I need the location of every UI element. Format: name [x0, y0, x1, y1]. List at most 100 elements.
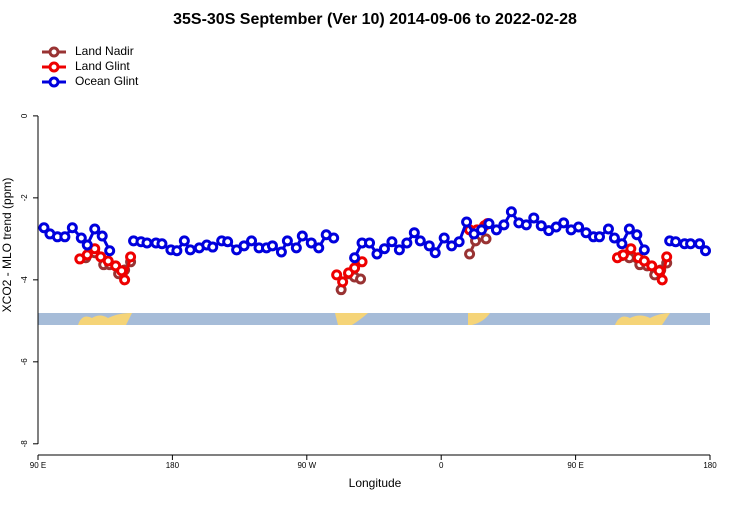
point: [638, 244, 650, 256]
map-strip: [38, 313, 710, 325]
point: [125, 251, 137, 263]
legend-label: Land Glint: [75, 59, 130, 73]
point: [281, 235, 293, 247]
x-tick-label: 90 E: [30, 461, 46, 470]
point: [528, 212, 540, 224]
point: [700, 245, 712, 257]
point: [505, 206, 517, 218]
point: [246, 235, 258, 247]
point: [96, 230, 108, 242]
point: [694, 238, 706, 250]
y-tick-label: -6: [20, 358, 29, 366]
point: [331, 269, 343, 281]
point: [141, 237, 153, 249]
legend-marker: [48, 76, 60, 88]
point: [81, 249, 93, 261]
point: [670, 236, 682, 248]
point: [378, 243, 390, 255]
point: [535, 220, 547, 232]
point: [266, 240, 278, 252]
x-tick-label: 90 W: [297, 461, 316, 470]
point: [275, 246, 287, 258]
point: [483, 218, 495, 230]
point: [171, 245, 183, 257]
point: [116, 265, 128, 277]
point: [305, 237, 317, 249]
legend-marker: [48, 46, 60, 58]
ocean-strip: [38, 313, 710, 325]
point: [408, 227, 420, 239]
land-patch: [78, 313, 132, 325]
point: [429, 247, 441, 259]
point: [638, 255, 650, 267]
y-tick-label: -4: [20, 276, 29, 284]
x-tick-label: 180: [703, 461, 717, 470]
point: [438, 232, 450, 244]
point: [59, 231, 71, 243]
point: [328, 232, 340, 244]
point: [656, 274, 668, 286]
point: [625, 243, 637, 255]
point: [498, 219, 510, 231]
x-axis-label: Longitude: [349, 476, 402, 490]
point: [593, 231, 605, 243]
point: [461, 216, 473, 228]
land-patch: [615, 313, 670, 325]
point: [207, 241, 219, 253]
point: [393, 244, 405, 256]
point: [355, 273, 367, 285]
point: [290, 242, 302, 254]
legend-label: Ocean Glint: [75, 74, 139, 88]
point: [623, 223, 635, 235]
point: [464, 248, 476, 260]
point: [349, 262, 361, 274]
point: [296, 230, 308, 242]
point: [646, 260, 658, 272]
point: [480, 233, 492, 245]
point: [573, 221, 585, 233]
point: [617, 249, 629, 261]
point: [119, 274, 131, 286]
point: [81, 239, 93, 251]
y-tick-label: 0: [20, 113, 29, 118]
y-tick-label: -8: [20, 440, 29, 448]
point: [490, 224, 502, 236]
point: [349, 252, 361, 264]
point: [616, 238, 628, 250]
point: [631, 229, 643, 241]
point: [414, 235, 426, 247]
point: [423, 240, 435, 252]
point: [222, 236, 234, 248]
x-tick-label: 0: [439, 461, 444, 470]
point: [38, 222, 50, 234]
point: [89, 223, 101, 235]
point: [453, 236, 465, 248]
point: [104, 245, 116, 257]
land-patch: [468, 313, 490, 325]
chart-title: 35S-30S September (Ver 10) 2014-09-06 to…: [173, 11, 577, 28]
legend-label: Land Nadir: [75, 44, 134, 58]
x-tick-label: 180: [166, 461, 180, 470]
legend-marker: [48, 61, 60, 73]
point: [313, 242, 325, 254]
point: [156, 238, 168, 250]
point: [66, 222, 78, 234]
point: [476, 224, 488, 236]
point: [238, 240, 250, 252]
point: [520, 219, 532, 231]
point: [184, 244, 196, 256]
series-line: [42, 208, 707, 259]
point: [608, 232, 620, 244]
y-axis-label: XCO2 - MLO trend (ppm): [0, 178, 14, 313]
point: [602, 223, 614, 235]
point: [653, 265, 665, 277]
y-tick-label: -2: [20, 194, 29, 202]
land-patch: [335, 313, 368, 325]
point: [75, 232, 87, 244]
point: [371, 248, 383, 260]
point: [364, 237, 376, 249]
x-tick-label: 90 E: [567, 461, 583, 470]
point: [401, 237, 413, 249]
